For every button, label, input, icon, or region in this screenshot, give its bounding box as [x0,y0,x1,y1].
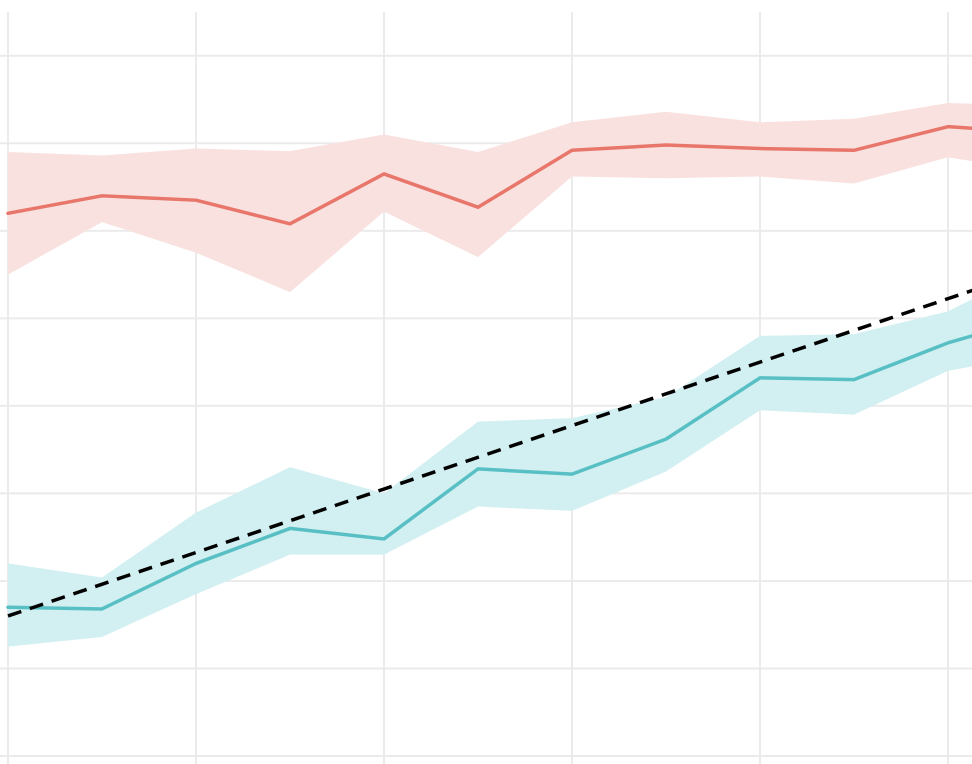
series-lines [6,124,972,611]
series-2-line [6,334,972,611]
series-1-line [6,124,972,226]
trend-line-group [7,288,972,618]
confidence-bands [8,103,972,647]
series-2-band [8,299,972,647]
series-1-band [8,103,972,293]
trend-line [7,288,972,618]
